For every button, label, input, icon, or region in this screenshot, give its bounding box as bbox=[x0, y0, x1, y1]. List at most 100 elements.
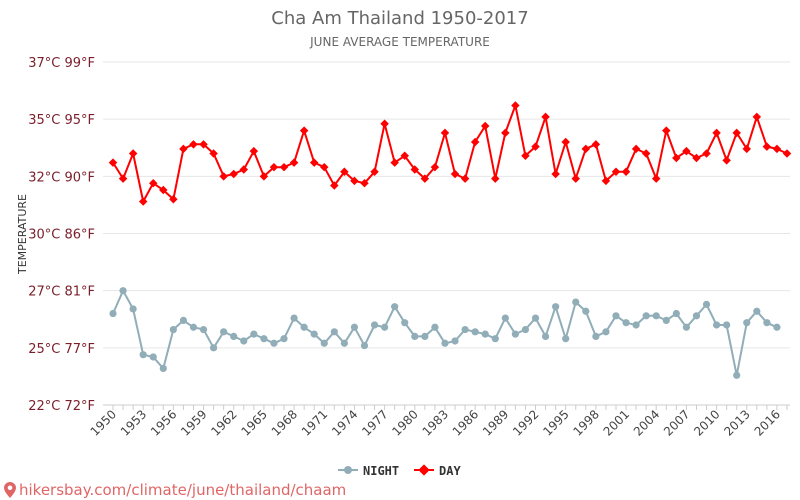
data-point-day bbox=[259, 172, 269, 181]
data-point-night bbox=[411, 332, 419, 340]
y-axis-title: TEMPERATURE bbox=[16, 194, 29, 275]
data-point-night bbox=[401, 319, 409, 327]
x-tick-label: 1992 bbox=[510, 407, 541, 438]
x-tick-label: 1986 bbox=[450, 407, 481, 438]
legend-item-day[interactable]: DAY bbox=[414, 464, 461, 478]
data-point-day bbox=[128, 149, 138, 158]
data-point-night bbox=[391, 303, 399, 311]
data-point-day bbox=[631, 144, 641, 154]
data-point-night bbox=[179, 316, 188, 324]
data-point-day bbox=[782, 149, 792, 158]
data-point-night bbox=[743, 319, 751, 327]
y-tick-label: 37°C 99°F bbox=[28, 56, 95, 71]
legend-item-night[interactable]: NIGHT bbox=[338, 464, 399, 478]
data-point-day bbox=[621, 167, 631, 177]
data-point-night bbox=[461, 325, 469, 334]
data-point-day bbox=[400, 151, 409, 160]
data-point-night bbox=[441, 339, 449, 347]
data-point-day bbox=[702, 149, 711, 158]
data-point-day bbox=[209, 149, 218, 158]
x-tick-label: 1962 bbox=[208, 407, 239, 438]
data-point-night bbox=[552, 303, 560, 311]
data-point-day bbox=[239, 165, 249, 174]
data-point-night bbox=[240, 337, 248, 345]
data-point-night bbox=[592, 332, 600, 340]
x-tick-label: 2004 bbox=[631, 407, 662, 438]
data-point-night bbox=[220, 328, 228, 336]
data-point-day bbox=[138, 197, 148, 206]
data-point-night bbox=[733, 371, 741, 379]
x-tick-label: 1998 bbox=[570, 407, 601, 438]
data-point-night bbox=[340, 339, 348, 347]
data-point-day bbox=[169, 194, 178, 204]
data-point-day bbox=[470, 137, 480, 147]
data-point-night bbox=[572, 298, 580, 306]
legend[interactable]: NIGHT DAY bbox=[338, 464, 461, 478]
x-tick-label: 2001 bbox=[601, 407, 632, 438]
data-point-night bbox=[773, 323, 781, 331]
data-point-night bbox=[199, 325, 208, 334]
data-point-day bbox=[551, 169, 560, 179]
chart-title: Cha Am Thailand 1950-2017 bbox=[271, 8, 528, 29]
data-point-day bbox=[330, 181, 339, 190]
x-tick-label: 1953 bbox=[118, 407, 149, 438]
y-tick-label: 32°C 90°F bbox=[28, 170, 95, 185]
legend-night-label: NIGHT bbox=[363, 464, 399, 478]
data-point-night bbox=[381, 323, 389, 331]
data-point-night bbox=[622, 319, 630, 327]
data-point-night bbox=[753, 307, 761, 315]
data-point-night bbox=[310, 330, 318, 338]
source-link[interactable]: hikersbay.com/climate/june/thailand/chaa… bbox=[4, 481, 346, 499]
x-tick-label: 1980 bbox=[389, 407, 420, 438]
data-point-night bbox=[169, 325, 177, 334]
data-point-night bbox=[531, 314, 540, 322]
data-point-day bbox=[148, 178, 158, 188]
data-point-night bbox=[330, 328, 338, 336]
data-point-day bbox=[571, 174, 580, 183]
data-point-night bbox=[250, 330, 258, 338]
data-point-night bbox=[481, 330, 489, 338]
data-point-night bbox=[521, 325, 530, 334]
x-tick-label: 2016 bbox=[752, 407, 783, 438]
data-point-night bbox=[642, 312, 650, 320]
x-tick-label: 1968 bbox=[269, 407, 300, 438]
data-point-night bbox=[672, 309, 680, 318]
data-point-day bbox=[289, 158, 299, 167]
data-point-night bbox=[230, 332, 238, 340]
y-tick-label: 27°C 81°F bbox=[28, 285, 95, 300]
data-point-night bbox=[109, 309, 117, 318]
x-tick-label: 1971 bbox=[299, 407, 330, 438]
data-point-day bbox=[772, 144, 782, 154]
data-point-night bbox=[129, 305, 137, 313]
data-point-day bbox=[410, 165, 420, 174]
data-point-day bbox=[511, 101, 520, 110]
data-point-day bbox=[581, 144, 591, 154]
data-point-day bbox=[179, 144, 188, 154]
source-text[interactable]: hikersbay.com/climate/june/thailand/chaa… bbox=[19, 481, 346, 499]
data-point-day bbox=[350, 176, 359, 186]
data-point-night bbox=[260, 335, 268, 343]
data-point-night bbox=[320, 339, 328, 347]
data-point-night bbox=[360, 341, 369, 350]
x-tick-label: 1974 bbox=[329, 407, 360, 438]
data-point-day bbox=[651, 174, 661, 183]
x-tick-label: 1995 bbox=[540, 407, 571, 438]
data-point-night bbox=[501, 314, 509, 322]
data-point-night bbox=[632, 321, 640, 329]
location-pin-icon bbox=[4, 482, 16, 498]
data-point-night bbox=[280, 335, 288, 343]
y-tick-label: 25°C 77°F bbox=[28, 342, 95, 357]
data-point-day bbox=[249, 146, 259, 156]
series-night bbox=[109, 287, 781, 379]
data-point-night bbox=[682, 323, 691, 331]
data-point-night bbox=[451, 337, 459, 345]
data-point-night bbox=[562, 335, 570, 343]
data-point-day bbox=[480, 121, 490, 131]
data-point-day bbox=[641, 149, 651, 158]
data-point-day bbox=[430, 162, 440, 172]
data-point-night bbox=[652, 312, 660, 320]
x-tick-label: 1989 bbox=[480, 407, 511, 438]
data-point-night bbox=[189, 323, 198, 331]
data-series bbox=[108, 101, 792, 379]
